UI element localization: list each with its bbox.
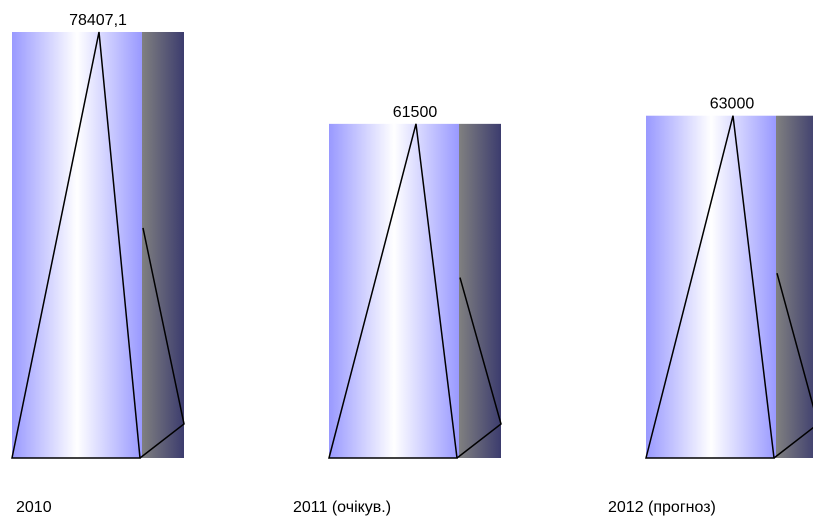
- pyramid-front: [645, 115, 775, 459]
- bar-front-face: [12, 32, 142, 458]
- bar-front-face: [646, 115, 776, 459]
- category-label: 2011 (очікув.): [293, 499, 391, 516]
- bar-side-face: [459, 123, 501, 458]
- bar-1: [11, 31, 185, 459]
- category-label: 2012 (прогноз): [608, 499, 716, 516]
- value-label: 61500: [393, 104, 438, 121]
- pyramid-front: [11, 31, 141, 459]
- pyramid-side-edge: [139, 227, 185, 459]
- category-label: 2010: [16, 499, 52, 516]
- bar-front-face: [329, 123, 459, 458]
- pyramid-side-edge: [456, 277, 502, 459]
- pyramid-side-edge: [773, 272, 813, 459]
- value-label: 63000: [710, 96, 755, 113]
- pyramid-front: [328, 123, 458, 459]
- bars-layer: [11, 31, 813, 459]
- bar-side-face: [776, 115, 813, 459]
- bar-3: [645, 115, 813, 459]
- value-label: 78407,1: [69, 12, 127, 29]
- labels-layer: 78407,1 2010 61500 2011 (очікув.) 63000 2012 …: [16, 12, 754, 516]
- bar-2: [328, 123, 502, 459]
